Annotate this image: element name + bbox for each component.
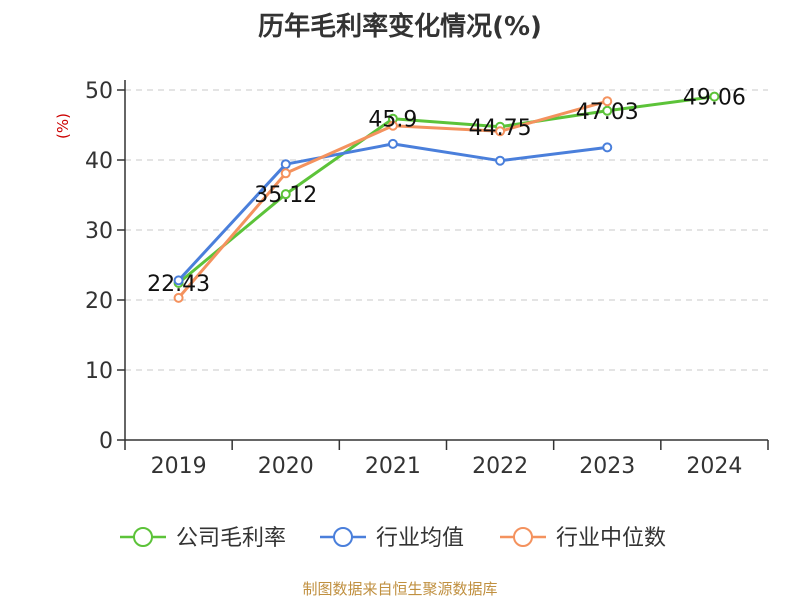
legend-item-3: 行业中位数 (500, 526, 666, 551)
data-label: 22.43 (147, 272, 210, 297)
chart-title: 历年毛利率变化情况(%) (258, 12, 542, 42)
data-point (387, 120, 398, 131)
data-point (280, 159, 291, 170)
legend-item-2: 行业均值 (320, 526, 464, 551)
legend-label: 行业中位数 (556, 526, 666, 551)
series (173, 91, 720, 303)
data-labels: 22.43 35.12 45.9 44.75 47.03 49.06 (147, 86, 746, 297)
y-tick-label: 30 (85, 219, 113, 244)
data-point (495, 126, 506, 137)
legend-item-1: 公司毛利率 (120, 526, 286, 551)
data-point (173, 292, 184, 303)
source-note: 制图数据来自恒生聚源数据库 (302, 580, 498, 598)
y-tick-label: 0 (99, 429, 113, 454)
data-point (602, 142, 613, 153)
data-point (709, 91, 720, 102)
x-tick-label: 2020 (258, 454, 314, 479)
data-point (280, 168, 291, 179)
legend-label: 行业均值 (376, 526, 464, 551)
data-label: 49.06 (683, 86, 746, 111)
data-point (387, 138, 398, 149)
y-tick-label: 50 (85, 79, 113, 104)
data-point (602, 96, 613, 107)
gridlines (125, 89, 768, 371)
series-line-1 (177, 95, 716, 285)
y-tick-label: 40 (85, 149, 113, 174)
data-point (495, 155, 506, 166)
y-tick-label: 20 (85, 289, 113, 314)
x-tick-label: 2024 (686, 454, 742, 479)
data-point (602, 105, 613, 116)
data-point (280, 189, 291, 200)
data-label: 45.9 (368, 108, 417, 133)
series-line-2 (177, 142, 609, 282)
legend-marker (133, 527, 153, 547)
x-tick-label: 2022 (472, 454, 528, 479)
legend-label: 公司毛利率 (176, 526, 286, 551)
legend: 公司毛利率 行业均值 行业中位数 (120, 526, 666, 551)
legend-marker (513, 527, 533, 547)
data-label: 44.75 (469, 116, 532, 141)
y-tick-label: 10 (85, 359, 113, 384)
y-axis-label: (%) (54, 113, 72, 139)
data-point (173, 275, 184, 286)
x-tick-label: 2019 (151, 454, 207, 479)
data-label: 35.12 (254, 183, 317, 208)
data-label: 47.03 (576, 100, 639, 125)
x-tick-label: 2023 (579, 454, 635, 479)
axes: 0 10 20 30 40 50 2019 2020 2021 2022 2023 2024 (%) (54, 79, 769, 479)
legend-marker (333, 527, 353, 547)
x-tick-label: 2021 (365, 454, 421, 479)
